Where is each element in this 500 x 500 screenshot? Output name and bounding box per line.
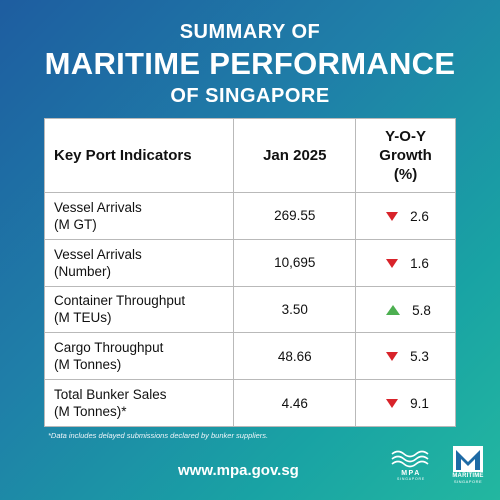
header-growth-line-2: Growth	[379, 147, 432, 164]
maritime-singapore-logo: MARITIME SINGAPORE	[444, 446, 492, 492]
indicator-name: Cargo Throughput	[54, 340, 164, 356]
mpa-logo: MPA SINGAPORE	[386, 448, 436, 492]
title-line-1: SUMMARY OF	[179, 21, 321, 43]
row-indicator: Vessel Arrivals (Number)	[43, 238, 235, 287]
row-growth: 5.3	[355, 332, 456, 381]
mpa-logo-subtext: SINGAPORE	[396, 477, 425, 481]
indicator-unit: (M TEUs)	[54, 310, 112, 326]
row-indicator: Vessel Arrivals (M GT)	[43, 192, 235, 240]
table-row: Cargo Throughput (M Tonnes) 48.66 5.3	[43, 332, 456, 381]
indicator-name: Vessel Arrivals	[54, 246, 142, 262]
row-indicator: Container Throughput (M TEUs)	[43, 285, 235, 334]
indicator-unit: (Number)	[54, 263, 112, 279]
header-growth: Y-O-Y Growth (%)	[355, 118, 456, 193]
down-arrow-icon	[386, 258, 399, 268]
footnote: *Data includes delayed submissions decla…	[48, 431, 269, 440]
row-indicator: Total Bunker Sales (M Tonnes)*	[43, 379, 235, 427]
growth-value: 9.1	[410, 396, 429, 412]
mpa-logo-text: MPA	[401, 470, 421, 477]
row-growth: 5.8	[355, 285, 456, 334]
table-row: Vessel Arrivals (M GT) 269.55 2.6	[43, 192, 456, 240]
indicator-unit: (M Tonnes)	[54, 357, 122, 373]
indicators-table-card: Key Port Indicators Jan 2025 Y-O-Y Growt…	[43, 118, 456, 427]
growth-value: 5.3	[410, 349, 429, 365]
indicator-name: Total Bunker Sales	[54, 387, 167, 403]
indicator-name: Vessel Arrivals	[54, 199, 142, 215]
row-value: 48.66	[233, 332, 357, 381]
down-arrow-icon	[386, 211, 399, 221]
table-row: Total Bunker Sales (M Tonnes)* 4.46 9.1	[43, 379, 456, 427]
header-indicator: Key Port Indicators	[43, 118, 235, 193]
down-arrow-icon	[386, 399, 399, 409]
growth-value: 1.6	[410, 255, 429, 271]
row-value: 4.46	[233, 379, 357, 427]
up-arrow-icon	[386, 304, 401, 315]
indicator-unit: (M Tonnes)*	[54, 404, 127, 420]
website-link[interactable]: www.mpa.gov.sg	[178, 462, 299, 479]
header-growth-line-1: Y-O-Y	[385, 128, 426, 145]
row-growth: 9.1	[355, 379, 456, 427]
indicator-unit: (M GT)	[54, 216, 97, 232]
maritime-singapore-logo-subtext: SINGAPORE	[453, 479, 483, 484]
row-value: 3.50	[233, 285, 357, 334]
row-indicator: Cargo Throughput (M Tonnes)	[43, 332, 235, 381]
header-growth-line-3: (%)	[393, 166, 418, 183]
table-header-row: Key Port Indicators Jan 2025 Y-O-Y Growt…	[43, 118, 456, 193]
growth-value: 5.8	[412, 302, 431, 318]
indicators-table: Key Port Indicators Jan 2025 Y-O-Y Growt…	[43, 118, 456, 427]
maritime-singapore-logo-text: MARITIME	[452, 473, 484, 479]
down-arrow-icon	[386, 352, 399, 362]
mpa-wave-icon	[391, 450, 429, 468]
table-row: Vessel Arrivals (Number) 10,695 1.6	[43, 238, 456, 287]
header: SUMMARY OF MARITIME PERFORMANCE OF SINGA…	[0, 20, 500, 108]
row-value: 10,695	[233, 238, 357, 287]
growth-value: 2.6	[410, 208, 429, 224]
row-growth: 2.6	[355, 192, 456, 240]
row-growth: 1.6	[355, 238, 456, 287]
table-row: Container Throughput (M TEUs) 3.50 5.8	[43, 285, 456, 334]
maritime-singapore-mark-icon	[453, 446, 483, 472]
header-period: Jan 2025	[233, 118, 357, 193]
title-line-2: MARITIME PERFORMANCE	[44, 46, 456, 81]
row-value: 269.55	[233, 192, 357, 240]
title-line-3: OF SINGAPORE	[170, 85, 330, 107]
indicator-name: Container Throughput	[54, 293, 186, 309]
